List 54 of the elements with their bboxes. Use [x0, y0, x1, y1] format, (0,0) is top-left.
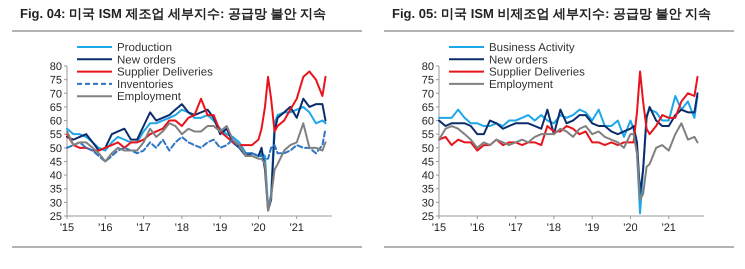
y-tick-label: 35 — [422, 184, 434, 196]
chart-title: Fig. 05: 미국 ISM 비제조업 세부지수: 공급망 불안 지속 — [392, 6, 712, 21]
x-tick-label: '15 — [60, 222, 74, 234]
x-tick-label: '15 — [432, 222, 446, 234]
x-tick-label: '19 — [585, 222, 600, 234]
y-tick-label: 80 — [50, 61, 62, 73]
y-tick-label: 30 — [422, 197, 434, 210]
y-tick-label: 75 — [422, 74, 434, 87]
y-tick-label: 65 — [422, 102, 434, 114]
x-tick-label: '18 — [546, 222, 562, 234]
y-tick-label: 50 — [50, 142, 62, 155]
legend-label: Employment — [489, 78, 554, 91]
y-tick-label: 50 — [422, 142, 434, 155]
y-tick-label: 80 — [422, 61, 434, 73]
y-tick-label: 55 — [422, 129, 434, 142]
x-tick-label: '18 — [174, 222, 190, 234]
y-tick-label: 60 — [50, 116, 62, 128]
x-tick-label: '20 — [623, 222, 638, 234]
y-tick-label: 70 — [422, 88, 434, 100]
legend-label: Employment — [117, 91, 182, 104]
y-tick-label: 40 — [422, 170, 434, 182]
legend-label: Supplier Deliveries — [117, 66, 214, 79]
y-tick-label: 30 — [50, 197, 62, 210]
y-tick-label: 55 — [50, 129, 62, 142]
line-series — [66, 122, 326, 212]
x-tick-label: '16 — [98, 222, 112, 234]
line-series — [438, 95, 698, 214]
x-tick-label: '20 — [251, 222, 266, 234]
chart-title: Fig. 04: 미국 ISM 제조업 세부지수: 공급망 불안 지속 — [20, 6, 326, 21]
y-tick-label: 25 — [50, 211, 62, 223]
legend-label: Production — [117, 42, 172, 54]
y-tick-label: 35 — [50, 184, 62, 196]
x-tick-label: '21 — [290, 222, 304, 234]
x-tick-label: '19 — [213, 222, 228, 234]
y-tick-label: 40 — [50, 170, 62, 182]
legend-label: Inventories — [117, 78, 174, 91]
x-tick-label: '17 — [136, 222, 151, 234]
y-tick-label: 75 — [50, 74, 62, 87]
legend-label: Supplier Deliveries — [489, 66, 586, 79]
y-tick-label: 60 — [422, 116, 434, 128]
line-series — [66, 128, 326, 162]
y-tick-label: 25 — [422, 211, 434, 223]
legend-label: New orders — [117, 54, 176, 66]
y-tick-label: 70 — [50, 88, 62, 100]
y-tick-label: 45 — [50, 156, 62, 168]
x-tick-label: '16 — [470, 222, 484, 234]
x-tick-label: '17 — [508, 222, 523, 234]
legend-label: Business Activity — [489, 42, 575, 54]
y-tick-label: 65 — [50, 102, 62, 114]
line-series — [438, 122, 698, 201]
y-tick-label: 45 — [422, 156, 434, 168]
x-tick-label: '21 — [662, 222, 676, 234]
line-series — [438, 92, 698, 196]
legend-label: New orders — [489, 54, 548, 66]
